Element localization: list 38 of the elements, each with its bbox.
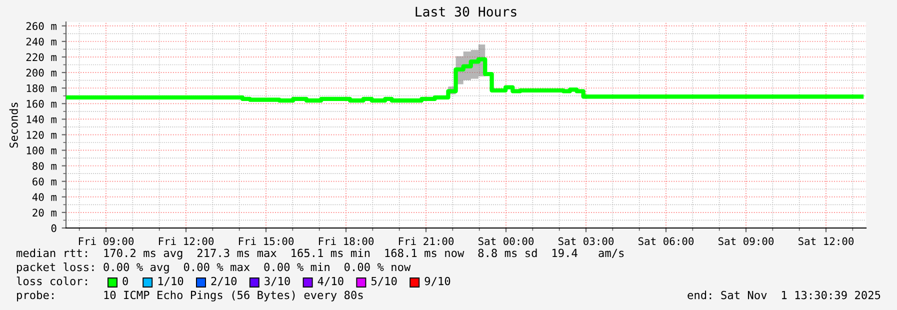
text: 9/10 — [424, 276, 450, 286]
text: end: Sat Nov 1 13:30:39 2025 — [688, 290, 880, 300]
y-tick-label: 20 m — [32, 208, 56, 217]
text: 0 — [122, 276, 128, 286]
x-tick-label: Sat 12:00 — [798, 237, 854, 246]
y-tick-label: 180 m — [26, 84, 56, 92]
x-tick-label: Sat 06:00 — [638, 237, 694, 246]
x-tick-label: Sat 03:00 — [558, 237, 614, 246]
text: probe: 10 ICMP Echo Pings (56 Bytes) every 80s — [17, 290, 363, 302]
x-tick-label: Fri 09:00 — [78, 237, 134, 246]
y-tick-label: 220 m — [26, 53, 56, 62]
y-tick-label: 0 — [51, 224, 56, 232]
y-tick-label: 100 m — [26, 146, 56, 154]
y-tick-label: 240 m — [26, 38, 56, 46]
text: loss color: — [16, 276, 87, 286]
text: 1/10 — [158, 276, 184, 286]
text: median rtt: 170.2 ms avg 217.3 ms max 165.1 ms min 168.1 ms now 8.8 ms sd 19.4 am/s — [16, 248, 624, 260]
x-tick-label: Fri 21:00 — [398, 237, 454, 246]
x-tick-label: Fri 15:00 — [238, 237, 294, 246]
text: packet loss: 0.00 % avg 0.00 % max 0.00 % min 0.00 % now — [17, 262, 411, 274]
y-tick-label: 200 m — [26, 68, 56, 77]
y-tick-label: 40 m — [32, 193, 56, 202]
y-tick-label: 60 m — [32, 178, 56, 186]
y-axis-title: Seconds — [9, 102, 18, 148]
text: 2/10 — [211, 276, 237, 286]
y-tick-label: 80 m — [32, 162, 56, 170]
x-tick-label: Fri 18:00 — [318, 237, 374, 246]
text: 4/10 — [318, 276, 344, 286]
x-tick-label: Sat 09:00 — [718, 237, 774, 246]
y-tick-label: 140 m — [26, 115, 56, 124]
y-tick-label: 260 m — [26, 22, 56, 30]
y-tick-label: 160 m — [26, 100, 56, 108]
chart-title: Last 30 Hours — [416, 6, 516, 17]
y-tick-label: 120 m — [26, 130, 56, 139]
text: 3/10 — [264, 276, 290, 286]
x-tick-label: Sat 00:00 — [478, 237, 534, 246]
x-tick-label: Fri 12:00 — [158, 237, 214, 246]
text: 5/10 — [371, 276, 397, 286]
